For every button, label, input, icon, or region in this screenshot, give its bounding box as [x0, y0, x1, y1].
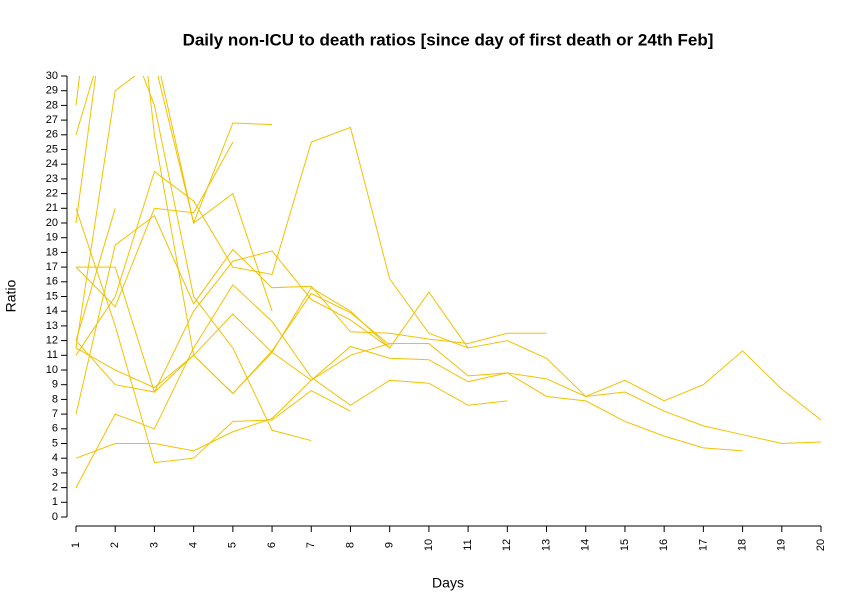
y-tick-label: 11	[47, 349, 58, 361]
y-tick-label: 21	[46, 202, 58, 214]
x-axis-label: Days	[432, 575, 464, 591]
y-tick-label: 1	[52, 496, 58, 508]
y-tick-label: 28	[46, 99, 58, 111]
y-tick-label: 29	[46, 85, 58, 97]
y-tick-label: 13	[46, 320, 58, 332]
y-tick-label: 22	[46, 188, 58, 200]
series-line	[75, 208, 351, 464]
y-tick-label: 25	[46, 143, 58, 155]
y-tick-label: 15	[46, 290, 58, 302]
y-axis-label: Ratio	[3, 279, 19, 312]
y-tick-label: 0	[52, 511, 58, 523]
y-tick-label: 24	[46, 158, 58, 170]
y-tick-label: 19	[46, 232, 58, 244]
x-tick-label: 16	[658, 539, 670, 551]
y-tick-label: 27	[46, 114, 58, 126]
y-tick-label: 7	[52, 408, 58, 420]
y-tick-label: 5	[52, 437, 58, 449]
series-line	[75, 345, 743, 459]
x-tick-label: 15	[619, 539, 631, 551]
y-tick-label: 20	[46, 217, 58, 229]
series-line	[75, 76, 391, 395]
y-tick-label: 2	[52, 482, 58, 494]
y-tick-label: 10	[46, 364, 58, 376]
x-tick-label: 9	[384, 542, 396, 548]
y-tick-label: 14	[46, 305, 58, 317]
series-line	[75, 250, 390, 393]
x-tick-label: 4	[188, 542, 200, 548]
x-tick-label: 3	[148, 542, 160, 548]
y-tick-label: 16	[46, 276, 58, 288]
x-tick-label: 5	[227, 542, 239, 548]
x-tick-label: 10	[423, 539, 435, 551]
y-tick-label: 8	[52, 393, 58, 405]
y-tick-label: 26	[46, 129, 58, 141]
y-tick-label: 12	[46, 335, 58, 347]
x-tick-label: 18	[736, 539, 748, 551]
series-line	[75, 214, 547, 415]
y-tick-label: 4	[52, 452, 58, 464]
x-tick-label: 14	[580, 539, 592, 551]
x-tick-label: 11	[462, 539, 474, 550]
x-tick-label: 1	[70, 542, 82, 548]
y-tick-label: 3	[52, 467, 58, 479]
y-tick-label: 6	[52, 423, 58, 435]
y-tick-label: 23	[46, 173, 58, 185]
series-line	[75, 283, 508, 488]
x-tick-label: 12	[501, 539, 513, 551]
y-tick-label: 17	[46, 261, 58, 273]
y-tick-label: 18	[46, 246, 58, 258]
x-tick-label: 2	[109, 542, 121, 548]
series-line	[75, 313, 822, 445]
x-tick-label: 7	[305, 542, 317, 548]
x-tick-label: 13	[540, 539, 552, 551]
chart-title: Daily non-ICU to death ratios [since day…	[183, 30, 714, 49]
series-line	[75, 208, 116, 341]
y-tick-label: 9	[52, 379, 58, 391]
plot-area	[75, 76, 822, 488]
x-tick-label: 17	[697, 539, 709, 551]
series-line	[75, 76, 273, 349]
x-tick-label: 8	[344, 542, 356, 548]
x-tick-label: 20	[815, 539, 827, 551]
series-line	[75, 141, 234, 308]
series-line	[75, 76, 312, 442]
x-tick-label: 6	[266, 542, 278, 548]
series-line	[75, 76, 273, 225]
series-line	[75, 126, 469, 356]
x-tick-label: 19	[776, 539, 788, 551]
y-tick-label: 30	[46, 70, 58, 82]
